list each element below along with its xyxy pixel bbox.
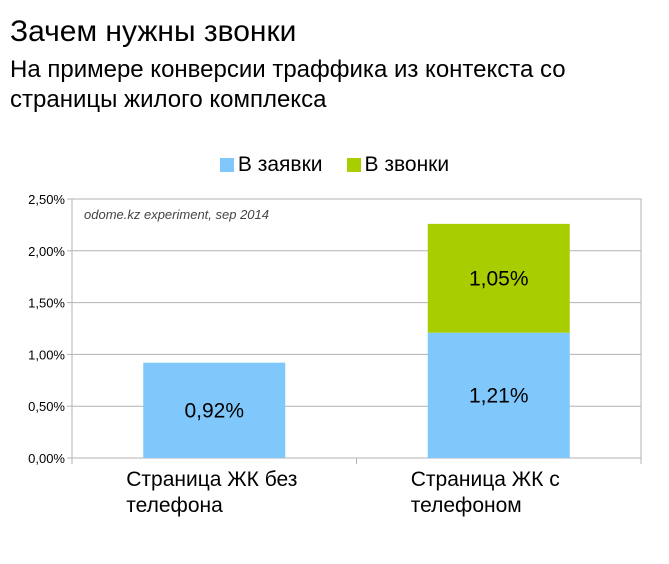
x-category-label: Страница ЖК без	[126, 468, 297, 491]
slide-title: Зачем нужны звонки	[10, 15, 297, 48]
x-category-label: телефона	[126, 494, 223, 517]
y-tick-label: 2,50%	[28, 192, 65, 207]
legend-label-calls: В звонки	[364, 153, 450, 176]
y-tick-label: 1,00%	[28, 347, 65, 362]
chart-annotation: odome.kz experiment, sep 2014	[84, 207, 269, 222]
data-label: 1,21%	[469, 384, 529, 407]
y-tick-label: 0,00%	[28, 451, 65, 466]
x-category-label: Страница ЖК с	[411, 468, 560, 491]
legend-item-calls: В звонки	[346, 152, 450, 178]
legend-label-applications: В заявки	[237, 153, 323, 176]
chart-legend: В заявки В звонки	[0, 152, 669, 178]
x-category-label: телефоном	[411, 494, 522, 517]
legend-swatch-applications	[219, 158, 234, 172]
bar-applications	[427, 332, 570, 458]
legend-swatch-calls	[346, 158, 361, 172]
y-tick-label: 0,50%	[28, 399, 65, 414]
bar-applications	[143, 362, 286, 458]
data-label: 0,92%	[184, 399, 244, 422]
bar-calls	[427, 223, 570, 333]
slide-subtitle: На примере конверсии траффика из контекс…	[10, 56, 566, 113]
legend-item-applications: В заявки	[219, 152, 323, 178]
y-tick-label: 1,50%	[28, 296, 65, 311]
data-label: 1,05%	[469, 267, 529, 290]
y-tick-label: 2,00%	[28, 244, 65, 259]
